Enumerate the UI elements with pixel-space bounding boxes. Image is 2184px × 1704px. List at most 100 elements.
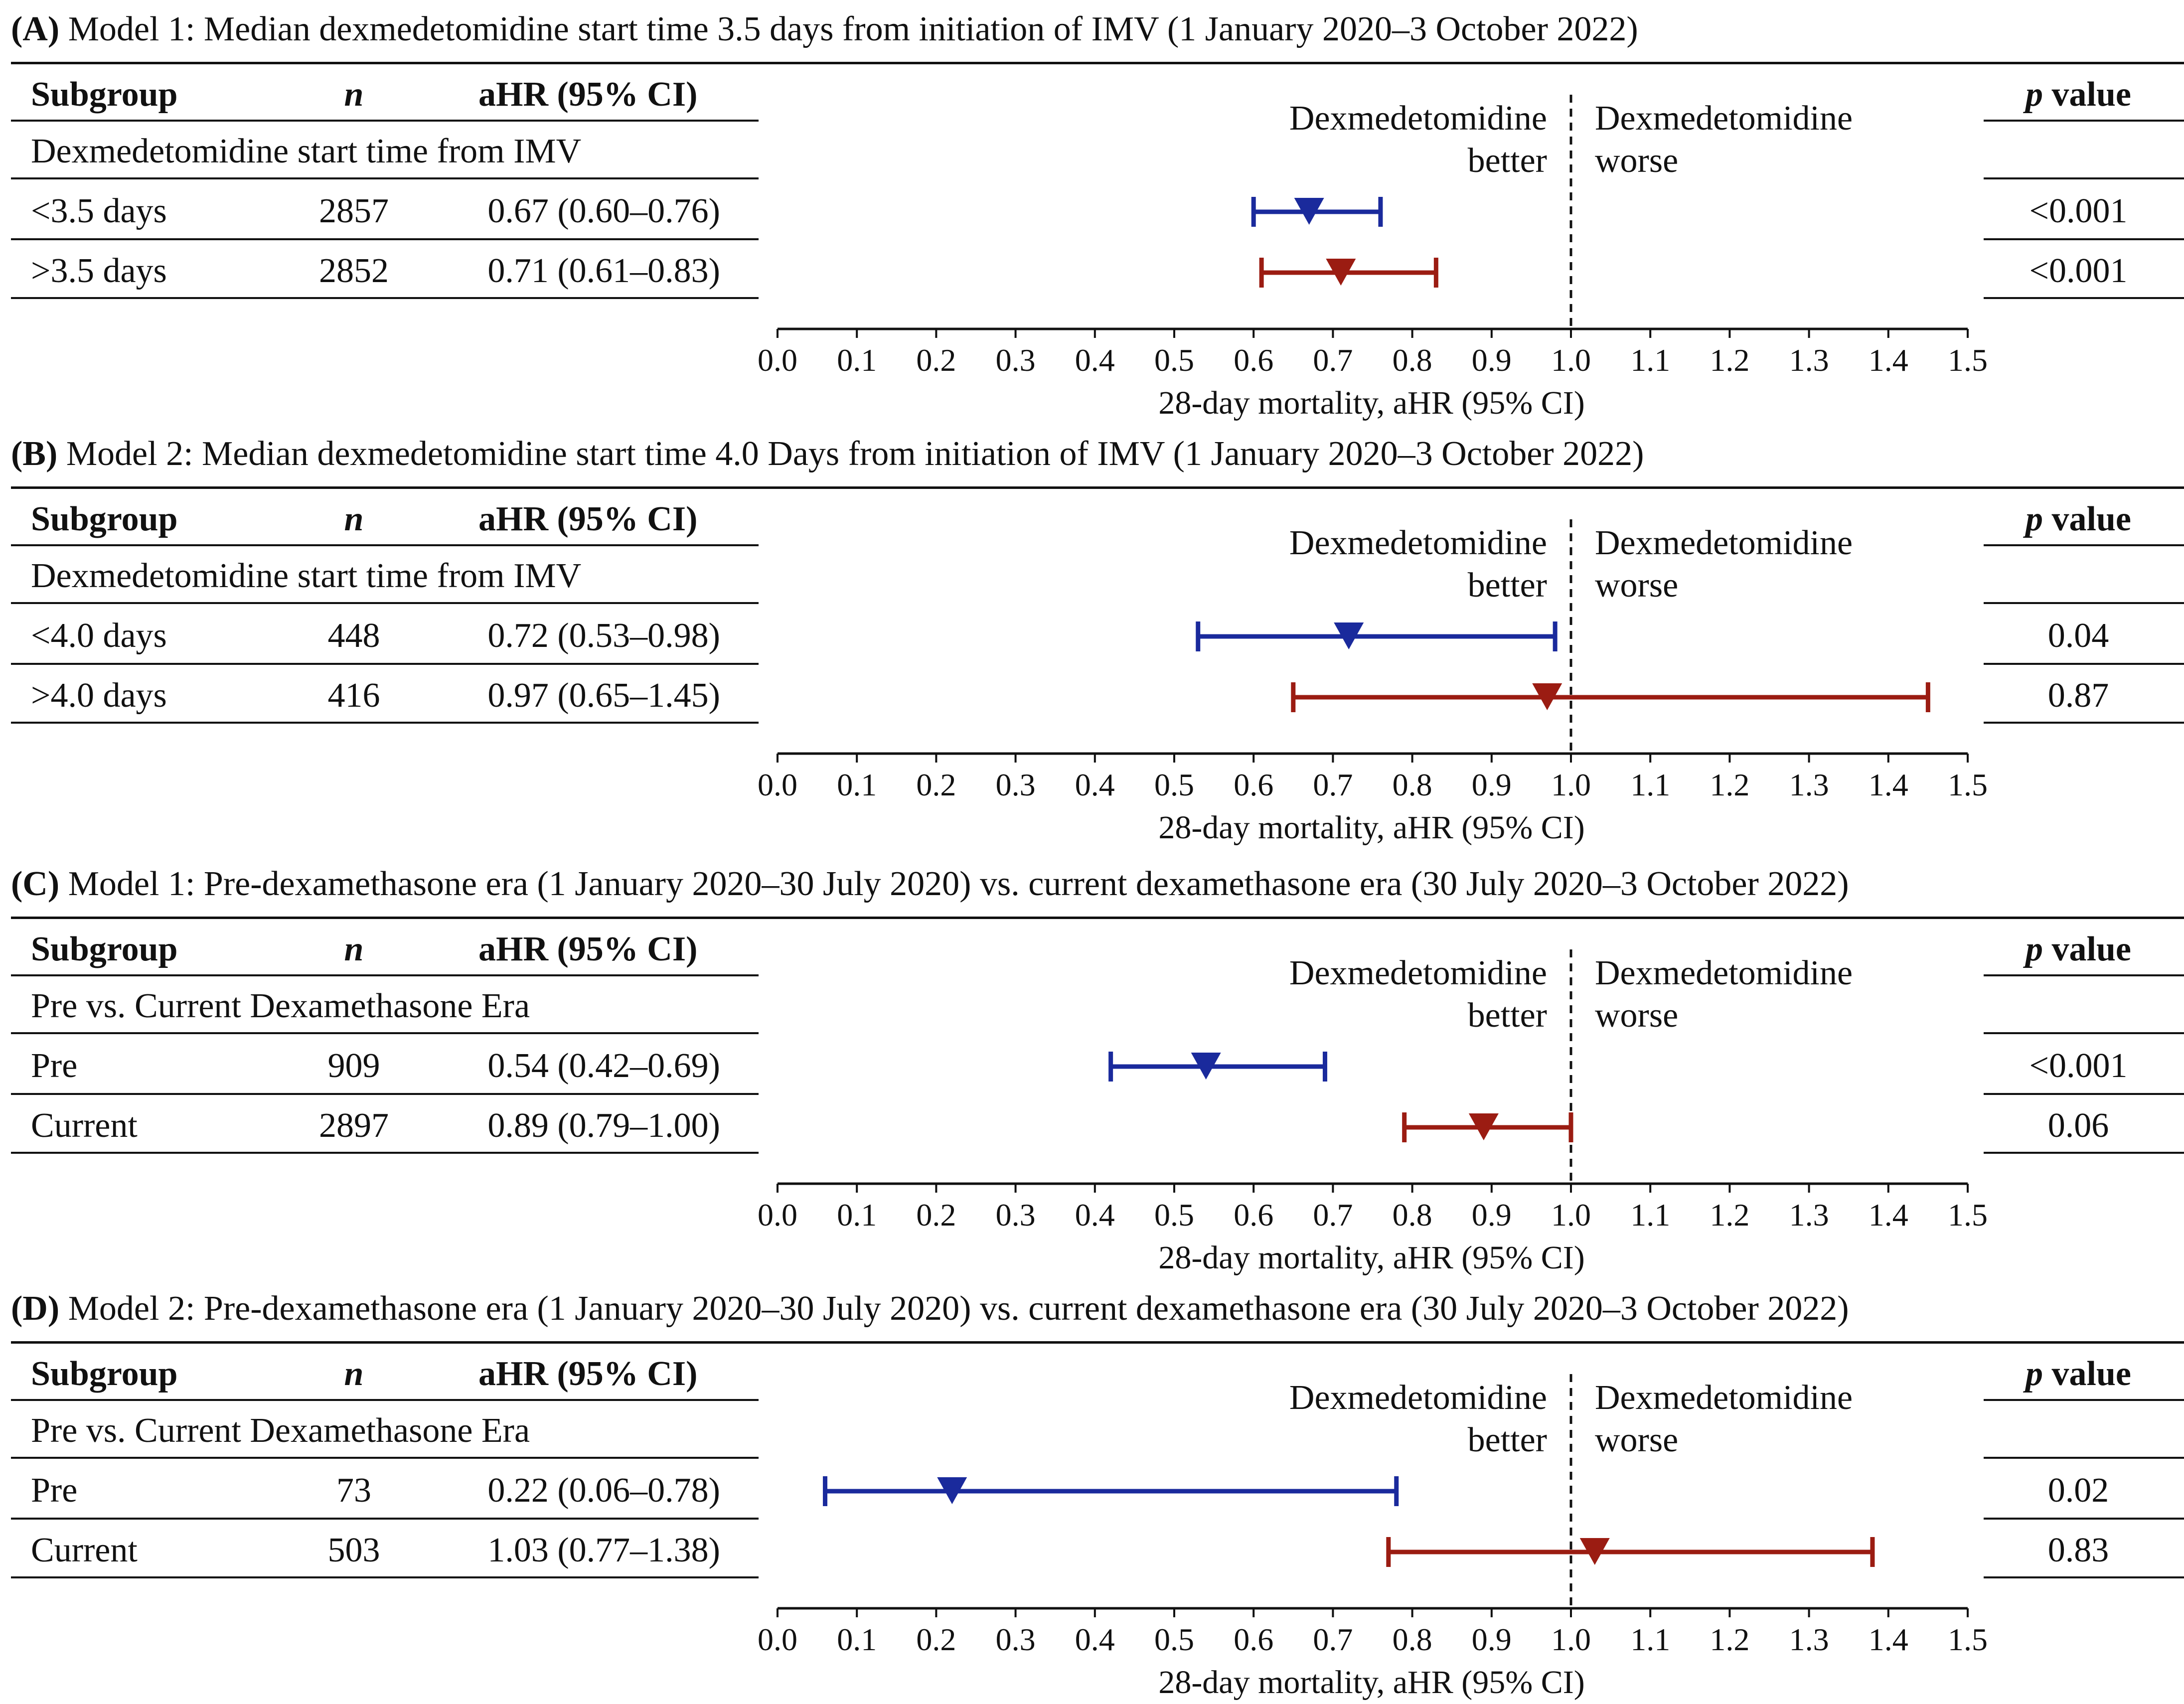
header-ahr: aHR (95% CI) (478, 75, 698, 114)
row-label: Pre (31, 1471, 78, 1510)
p-bottom-rule (1984, 722, 2184, 724)
group-rule (11, 177, 759, 179)
x-tick-label: 0.9 (1472, 1197, 1512, 1233)
header-ahr: aHR (95% CI) (478, 1355, 698, 1393)
x-axis-title: 28-day mortality, aHR (95% CI) (1158, 809, 1584, 846)
table-bottom-rule (11, 1152, 759, 1154)
row-label: Pre (31, 1047, 78, 1085)
row-label: Current (31, 1106, 138, 1145)
row-n: 2897 (319, 1106, 389, 1145)
x-tick-label: 1.1 (1630, 1197, 1670, 1233)
x-tick-label: 0.2 (916, 1622, 956, 1657)
x-tick-label: 0.6 (1234, 342, 1273, 378)
x-tick-label: 0.2 (916, 1197, 956, 1233)
better-label-line1: Dexmedetomidine (1289, 99, 1547, 138)
header-bottom-rule (11, 120, 759, 122)
header-n: n (344, 500, 364, 538)
better-label-line2: better (1468, 566, 1547, 605)
header-subgroup: Subgroup (31, 930, 178, 968)
x-tick-label: 0.1 (837, 1622, 877, 1657)
row-n: 448 (327, 617, 380, 655)
row-label: <4.0 days (31, 617, 167, 655)
row-ahr: 0.97 (0.65–1.45) (487, 676, 720, 715)
x-tick-label: 1.3 (1789, 1622, 1829, 1657)
panel-label: (C) (11, 865, 60, 903)
header-bottom-rule (11, 974, 759, 976)
row-p-value: 0.06 (2047, 1106, 2109, 1145)
x-axis-title: 28-day mortality, aHR (95% CI) (1158, 385, 1584, 421)
x-axis-title: 28-day mortality, aHR (95% CI) (1158, 1664, 1584, 1701)
row-label: <3.5 days (31, 192, 167, 230)
estimate-marker (1579, 1538, 1610, 1565)
x-tick-label: 0.6 (1234, 1197, 1273, 1233)
estimate-marker (937, 1477, 967, 1504)
p-group-rule (1984, 1032, 2184, 1034)
x-tick-label: 0.3 (996, 1622, 1036, 1657)
worse-label-line1: Dexmedetomidine (1595, 99, 1853, 138)
x-tick-label: 0.0 (758, 1622, 797, 1657)
estimate-marker (1532, 683, 1562, 710)
group-label: Pre vs. Current Dexamethasone Era (31, 987, 530, 1025)
x-tick-label: 1.3 (1789, 342, 1829, 378)
better-label-line1: Dexmedetomidine (1289, 954, 1547, 992)
header-top-rule (11, 917, 2184, 919)
x-tick-label: 0.9 (1472, 342, 1512, 378)
panel-title: (D) Model 2: Pre-dexamethasone era (1 Ja… (11, 1286, 1849, 1331)
worse-label-line2: worse (1595, 142, 1678, 180)
better-label-line2: better (1468, 996, 1547, 1035)
p-group-rule (1984, 602, 2184, 604)
p-group-rule (1984, 1457, 2184, 1459)
panel-title-text: Model 2: Pre-dexamethasone era (1 Januar… (59, 1289, 1849, 1328)
header-n: n (344, 930, 364, 968)
row-p-value: 0.87 (2047, 676, 2109, 715)
row-p-value: 0.04 (2047, 617, 2109, 655)
estimate-marker (1468, 1113, 1499, 1140)
header-p-italic: p (2026, 500, 2043, 538)
x-tick-label: 1.1 (1630, 1622, 1670, 1657)
x-tick-label: 0.7 (1313, 767, 1353, 802)
row-ahr: 0.54 (0.42–0.69) (487, 1047, 720, 1085)
better-label-line2: better (1468, 1421, 1547, 1459)
x-tick-label: 1.4 (1869, 1197, 1908, 1233)
p-header-rule (1984, 120, 2184, 122)
x-tick-label: 0.4 (1075, 767, 1115, 802)
x-tick-label: 0.7 (1313, 1197, 1353, 1233)
row-label: >3.5 days (31, 252, 167, 290)
x-tick-label: 1.2 (1710, 767, 1749, 802)
p-header-rule (1984, 974, 2184, 976)
x-tick-label: 0.4 (1075, 1197, 1115, 1233)
header-ahr: aHR (95% CI) (478, 500, 698, 538)
header-p-value: p value (2026, 930, 2131, 968)
header-p-value: p value (2026, 500, 2131, 538)
x-tick-label: 0.0 (758, 342, 797, 378)
x-tick-label: 1.2 (1710, 342, 1749, 378)
estimate-marker (1326, 259, 1356, 286)
x-tick-label: 1.4 (1869, 767, 1908, 802)
row-n: 2852 (319, 252, 389, 290)
x-tick-label: 1.5 (1948, 342, 1988, 378)
panel-title-text: Model 2: Median dexmedetomidine start ti… (57, 435, 1644, 473)
x-tick-label: 0.8 (1393, 1622, 1432, 1657)
header-p-value: p value (2026, 75, 2131, 114)
header-p-italic: p (2026, 930, 2043, 968)
panel-label: (B) (11, 435, 58, 473)
x-tick-label: 0.0 (758, 1197, 797, 1233)
x-tick-label: 0.5 (1154, 1622, 1194, 1657)
panel-title-text: Model 1: Pre-dexamethasone era (1 Januar… (59, 865, 1849, 903)
x-tick-label: 0.1 (837, 1197, 877, 1233)
x-tick-label: 1.2 (1710, 1197, 1749, 1233)
forest-plot-svg: 0.0 0.1 0.2 0.3 0.4 0.5 0.6 0.7 0.8 0.9 1.0 1.1 1.2 1… (758, 949, 1988, 1276)
x-tick-label: 1.1 (1630, 767, 1670, 802)
group-label: Dexmedetomidine start time from IMV (31, 557, 582, 595)
x-tick-label: 1.0 (1551, 767, 1591, 802)
header-bottom-rule (11, 1399, 759, 1401)
x-tick-label: 0.4 (1075, 342, 1115, 378)
group-rule (11, 1457, 759, 1459)
x-tick-label: 0.7 (1313, 1622, 1353, 1657)
x-tick-label: 0.7 (1313, 342, 1353, 378)
p-row-rule (1984, 1518, 2184, 1520)
x-tick-label: 1.0 (1551, 1197, 1591, 1233)
row-ahr: 0.72 (0.53–0.98) (487, 617, 720, 655)
header-p-value: p value (2026, 1355, 2131, 1393)
x-tick-label: 0.3 (996, 342, 1036, 378)
